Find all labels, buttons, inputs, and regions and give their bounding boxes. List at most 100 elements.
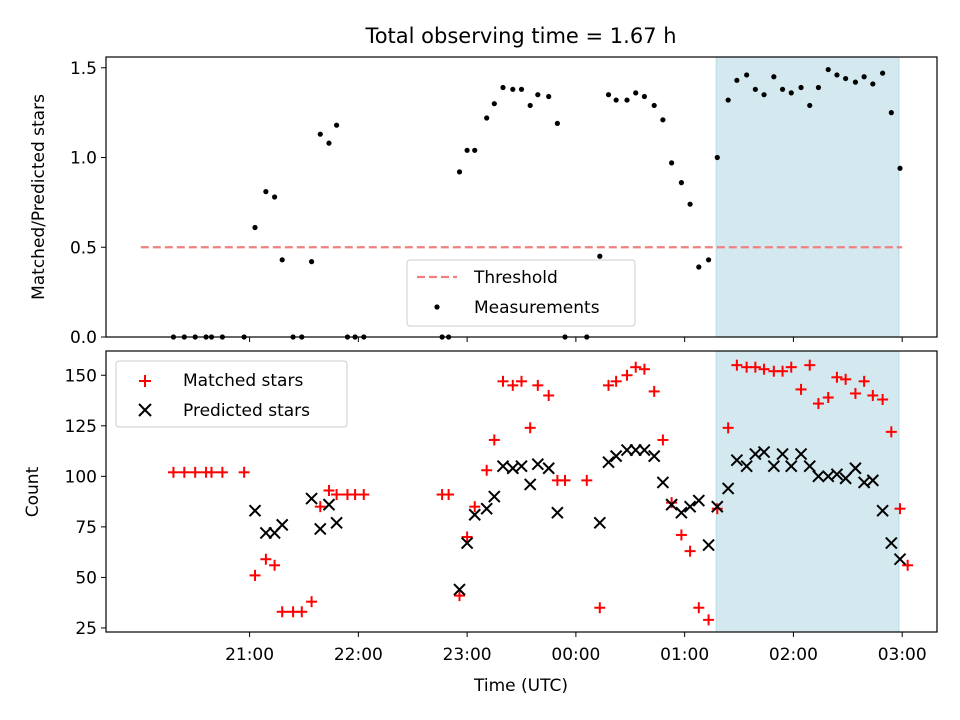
measurement-point [843, 75, 849, 82]
count-x-ticks: 21:00 22:00 23:00 00:00 01:00 02:00 03:00 [225, 632, 927, 665]
measurement-point [880, 70, 886, 76]
matched-star-point [902, 559, 914, 571]
predicted-star-point [767, 460, 781, 473]
measurement-point [734, 77, 740, 83]
predicted-star-point [609, 449, 623, 463]
matched-star-point [758, 363, 770, 375]
matched-star-point [543, 389, 555, 401]
measurement-point [834, 72, 840, 78]
measurement-point [484, 115, 490, 121]
measurement-point [660, 117, 666, 123]
predicted-star-point [839, 472, 852, 485]
predicted-star-point [830, 468, 844, 481]
measurement-point [888, 110, 894, 116]
matched-star-point [461, 531, 473, 543]
measurement-point [641, 93, 648, 100]
matched-star-point [497, 375, 509, 387]
predicted-star-point [523, 478, 537, 491]
ratio-legend: Threshold Measurements [406, 259, 636, 327]
measurement-point [807, 102, 813, 109]
measurement-point [744, 72, 750, 78]
count-ytick-label: 75 [75, 518, 97, 538]
predicted-star-point [730, 453, 744, 467]
predicted-star-point [721, 482, 735, 495]
predicted-star-point [885, 536, 898, 550]
ratio-series [140, 66, 903, 340]
legend-matched-swatch [139, 375, 151, 387]
predicted-star-point [322, 498, 336, 511]
count-y-ticks: 25 50 75 100 125 150 [65, 366, 106, 639]
predicted-star-point [665, 498, 678, 511]
predicted-star-point [647, 449, 661, 463]
measurement-point [535, 92, 541, 98]
predicted-star-point [275, 518, 289, 532]
predicted-star-point [453, 583, 466, 596]
legend-predicted-label: Predicted stars [183, 401, 310, 421]
matched-star-point [269, 559, 281, 571]
matched-star-point [785, 361, 797, 373]
matched-star-point [804, 359, 816, 371]
xtick-label: 01:00 [660, 645, 709, 665]
measurement-point [317, 131, 323, 137]
predicted-star-point [702, 538, 715, 552]
matched-star-point [524, 422, 536, 434]
measurement-point [687, 201, 693, 207]
matched-star-point [469, 501, 481, 513]
matched-star-point [249, 569, 261, 581]
measurement-point [897, 165, 903, 171]
count-plot-frame [105, 350, 938, 633]
count-ytick-label: 50 [75, 568, 97, 588]
matched-star-point [296, 606, 308, 618]
xtick-label: 22:00 [334, 645, 383, 665]
predicted-star-point [785, 460, 798, 473]
measurement-point [852, 79, 859, 85]
matched-star-point [581, 474, 593, 486]
matched-star-point [507, 379, 519, 391]
predicted-star-point [602, 455, 615, 469]
ratio-legend-box [406, 259, 636, 327]
predicted-star-point [531, 458, 545, 471]
matched-star-point [703, 614, 715, 626]
matched-star-point [630, 361, 642, 373]
matched-star-point [306, 596, 318, 608]
predicted-star-point [305, 492, 318, 505]
matched-star-point [812, 398, 824, 410]
matched-star-point [178, 466, 190, 478]
matched-star-point [684, 545, 696, 557]
ratio-ytick-label: 0.0 [70, 328, 97, 348]
predicted-star-point [675, 506, 688, 519]
matched-star-point [722, 422, 734, 434]
legend-measurements-swatch [434, 304, 440, 310]
predicted-star-point [711, 500, 724, 513]
predicted-star-point [757, 445, 771, 459]
count-y-axis-label: Count [23, 466, 43, 517]
xtick-label: 23:00 [443, 645, 492, 665]
matched-star-point [894, 503, 906, 515]
measurement-point [771, 74, 777, 80]
xtick-label: 21:00 [225, 645, 274, 665]
measurement-point [696, 264, 702, 270]
measurement-point [825, 66, 831, 73]
matched-star-point [167, 466, 179, 478]
matched-star-point [532, 379, 544, 391]
predicted-star-point [330, 516, 343, 530]
predicted-star-point [776, 447, 789, 461]
matched-star-point [849, 387, 861, 399]
measurement-point [472, 147, 478, 153]
ratio-panel: 0.0 0.5 1.0 1.5 Matched/Predicted stars Thr… [29, 56, 938, 348]
count-ytick-label: 100 [65, 467, 97, 487]
chart-title: Total observing time = 1.67 h [364, 24, 676, 48]
measurement-point [678, 180, 684, 186]
measurement-point [798, 84, 804, 91]
matched-star-point [488, 434, 500, 446]
predicted-star-point [248, 504, 262, 517]
measurement-point [725, 97, 731, 103]
matched-star-point [858, 375, 870, 387]
xtick-label: 02:00 [769, 645, 818, 665]
measurement-point [815, 84, 822, 91]
count-panel: 25 50 75 100 125 150 21:00 22:00 23:00 00:00 01:0… [23, 350, 938, 696]
measurement-point [510, 86, 516, 92]
matched-star-point [238, 466, 250, 478]
predicted-star-point [893, 553, 907, 566]
ratio-plot-frame [105, 56, 938, 338]
